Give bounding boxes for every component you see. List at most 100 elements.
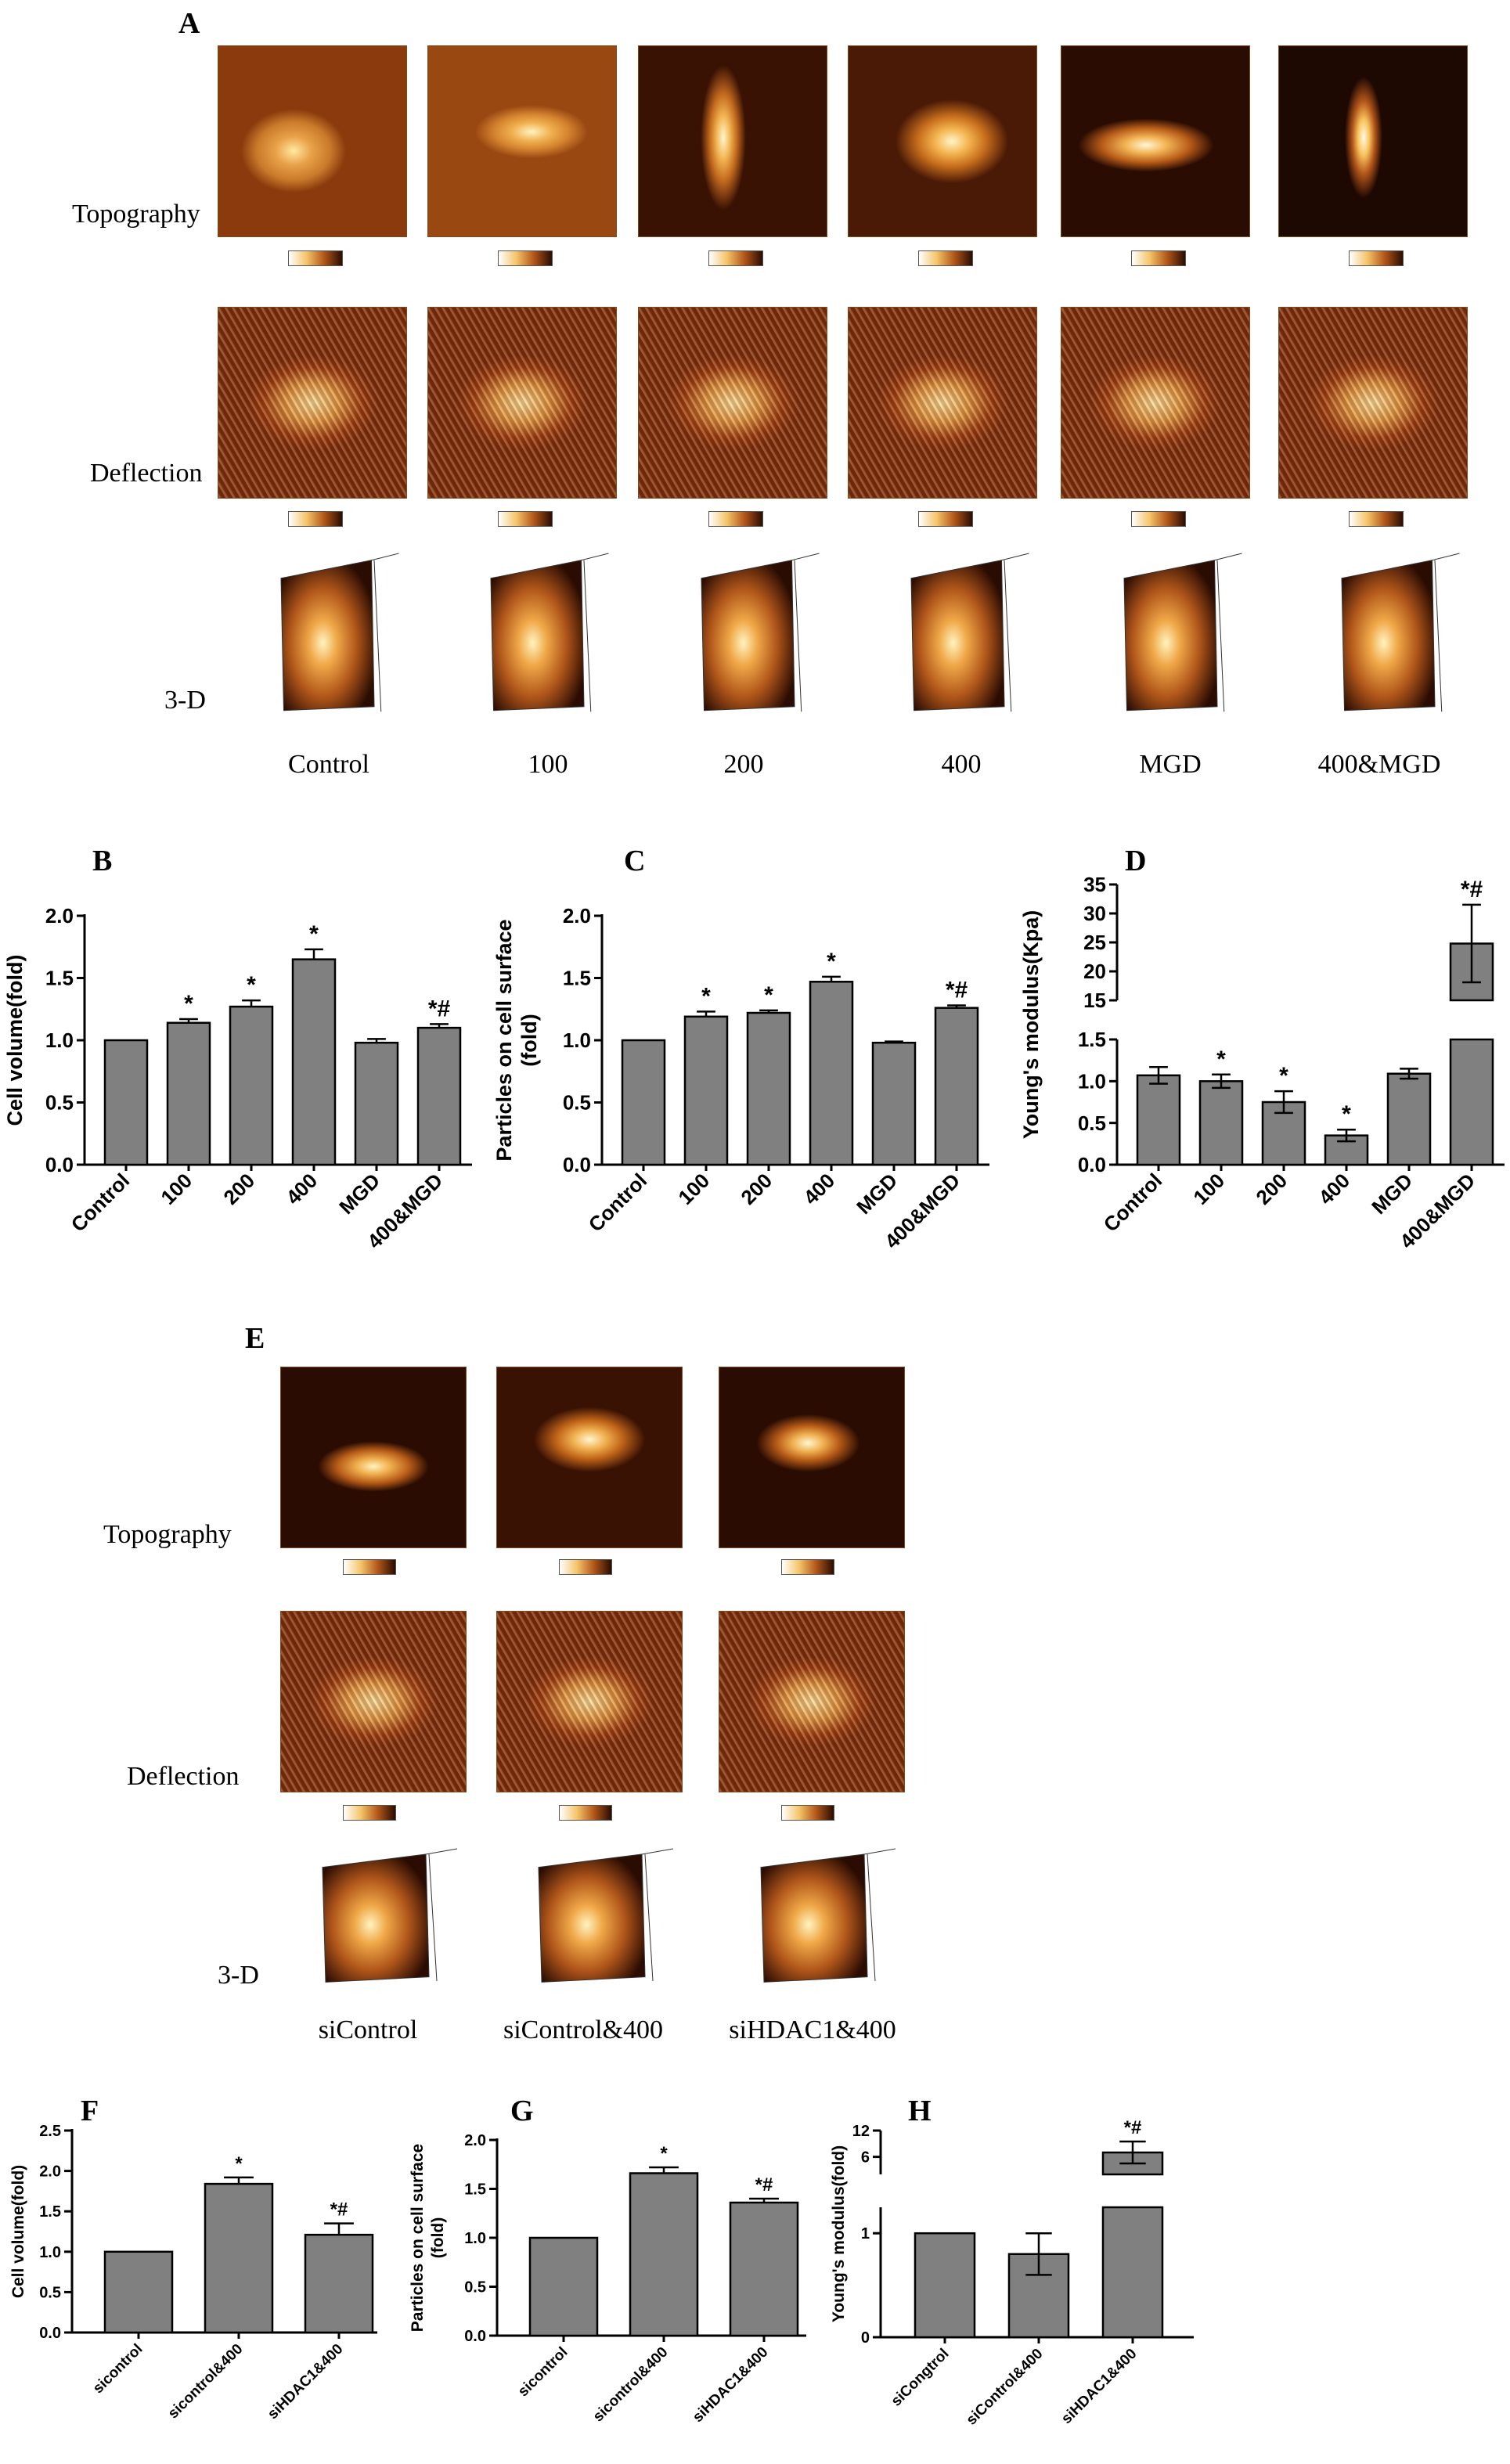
deflection-image-400-mgd xyxy=(1278,307,1468,499)
bar xyxy=(304,2233,374,2334)
view-3d-mgd xyxy=(1123,553,1242,712)
topography-image-400 xyxy=(848,45,1037,237)
deflection-scalebar-400-mgd xyxy=(1349,511,1404,527)
bar xyxy=(934,1007,979,1166)
panel-label-h: H xyxy=(908,2095,932,2127)
y-tick-label: 1.0 xyxy=(464,2230,486,2247)
group-label-200: 200 xyxy=(723,750,764,779)
row-label-topography: Topography xyxy=(72,200,200,229)
bar xyxy=(729,2201,799,2337)
bar xyxy=(621,1039,666,1166)
significance-label: * xyxy=(827,949,836,974)
x-tick-label: sicontrol xyxy=(90,2341,146,2397)
x-tick-label: 200 xyxy=(1251,1169,1292,1209)
deflection-image-400 xyxy=(848,307,1037,499)
bar xyxy=(1136,1074,1181,1166)
significance-label: *# xyxy=(755,2174,773,2196)
y-tick-label: 35 xyxy=(1083,873,1106,896)
bar xyxy=(291,958,337,1166)
y-tick-label: 15 xyxy=(1083,989,1106,1012)
view-3d-100 xyxy=(490,553,609,712)
view-3d-200 xyxy=(701,553,820,712)
x-tick-label: Control xyxy=(1099,1169,1167,1237)
panel-label-b: B xyxy=(92,845,113,877)
view-3d-e-sicontrol xyxy=(322,1848,458,1983)
row-label-deflection: Deflection xyxy=(90,459,203,488)
deflection-scalebar-e-sicontrol-400 xyxy=(559,1805,612,1821)
y-tick-label: 0.5 xyxy=(563,1091,591,1115)
topography-image-400-mgd xyxy=(1278,45,1468,237)
y-axis-label: Cell volume(fold) xyxy=(3,954,27,1126)
group-label-control: Control xyxy=(288,750,369,779)
topography-image-mgd xyxy=(1061,45,1250,237)
y-axis-label: Young's modulus(fold) xyxy=(830,2145,848,2322)
bar-lower-segment xyxy=(1101,2206,1164,2339)
view-3d-400-mgd xyxy=(1341,553,1460,712)
y-tick-label: 0.0 xyxy=(39,2325,61,2342)
x-tick-label: 200 xyxy=(218,1169,259,1209)
row-label-3d: 3-D xyxy=(164,686,206,715)
y-tick-label: 1.5 xyxy=(464,2181,486,2199)
group-label-sihdac1-400: siHDAC1&400 xyxy=(729,2016,896,2044)
y-tick-label: 2.0 xyxy=(563,904,591,928)
view-3d-400 xyxy=(910,553,1029,712)
significance-label: *# xyxy=(428,996,451,1021)
x-tick-label: 400 xyxy=(1314,1169,1354,1209)
x-tick-label: sicontrol xyxy=(515,2344,571,2401)
y-axis-label: (fold) xyxy=(429,2217,447,2258)
y-tick-label: 1.5 xyxy=(39,2203,61,2221)
view-3d-e-sicontrol-400 xyxy=(538,1848,674,1983)
deflection-scalebar-control xyxy=(288,511,343,527)
y-axis-label: Cell volume(fold) xyxy=(9,2165,27,2298)
chart-f-cell-volume: 0.0 0.5 1.0 1.5 2.0 2.5 sicontrol * sicontrol&40… xyxy=(9,2123,377,2423)
group-label-400-mgd: 400&MGD xyxy=(1317,750,1441,779)
significance-label: * xyxy=(1216,1046,1226,1072)
significance-label: *# xyxy=(1124,2117,1142,2138)
panel-label-d: D xyxy=(1125,845,1147,877)
x-tick-label: MGD xyxy=(1367,1169,1417,1219)
bar xyxy=(416,1026,462,1166)
bar xyxy=(354,1041,399,1166)
topography-scalebar-e-sicontrol xyxy=(343,1559,396,1575)
x-tick-label: sicontrol&400 xyxy=(590,2344,672,2426)
y-axis-label: Young's modulus(Kpa) xyxy=(1019,910,1043,1139)
significance-label: *# xyxy=(330,2199,348,2221)
chart-d-youngs-modulus: 0.0 0.5 1.0 1.5 15 20 25 30 35 Control * 100 * 200 * 40… xyxy=(1019,873,1505,1253)
significance-label: * xyxy=(701,983,711,1009)
row-label-3d-e: 3-D xyxy=(218,1961,259,1990)
x-tick-label: 200 xyxy=(736,1169,777,1209)
x-tick-label: siControl&400 xyxy=(964,2346,1047,2429)
topography-image-e-sicontrol xyxy=(280,1367,467,1548)
significance-label: *# xyxy=(1461,877,1483,902)
x-tick-label: MGD xyxy=(334,1169,384,1219)
y-tick-label: 6 xyxy=(861,2149,870,2167)
x-tick-label: 400 xyxy=(798,1169,839,1209)
group-label-100: 100 xyxy=(528,750,568,779)
y-tick-label: 0 xyxy=(861,2329,870,2347)
bar xyxy=(1386,1072,1432,1166)
y-tick-label: 2.0 xyxy=(464,2132,486,2149)
x-tick-label: 400 xyxy=(281,1169,322,1209)
topography-scalebar-control xyxy=(288,250,343,266)
y-tick-label: 0.5 xyxy=(464,2279,486,2296)
group-label-sicontrol-400: siControl&400 xyxy=(503,2016,664,2044)
y-tick-label: 2.5 xyxy=(39,2123,61,2140)
topography-scalebar-400-mgd xyxy=(1349,250,1404,266)
x-tick-label: sicontrol&400 xyxy=(165,2341,247,2423)
x-tick-label: 100 xyxy=(673,1169,714,1209)
panel-label-e: E xyxy=(245,1322,265,1355)
bar xyxy=(204,2182,274,2334)
significance-label: * xyxy=(247,972,256,998)
deflection-scalebar-100 xyxy=(498,511,553,527)
y-tick-label: 1.5 xyxy=(1078,1028,1106,1051)
significance-label: * xyxy=(235,2153,243,2174)
y-tick-label: 0.5 xyxy=(1078,1111,1106,1135)
group-label-400: 400 xyxy=(941,750,982,779)
deflection-image-mgd xyxy=(1061,307,1250,499)
significance-label: * xyxy=(764,982,773,1008)
bar xyxy=(683,1015,729,1166)
deflection-image-200 xyxy=(638,307,827,499)
row-label-topography-e: Topography xyxy=(103,1520,232,1549)
y-tick-label: 12 xyxy=(852,2123,870,2140)
